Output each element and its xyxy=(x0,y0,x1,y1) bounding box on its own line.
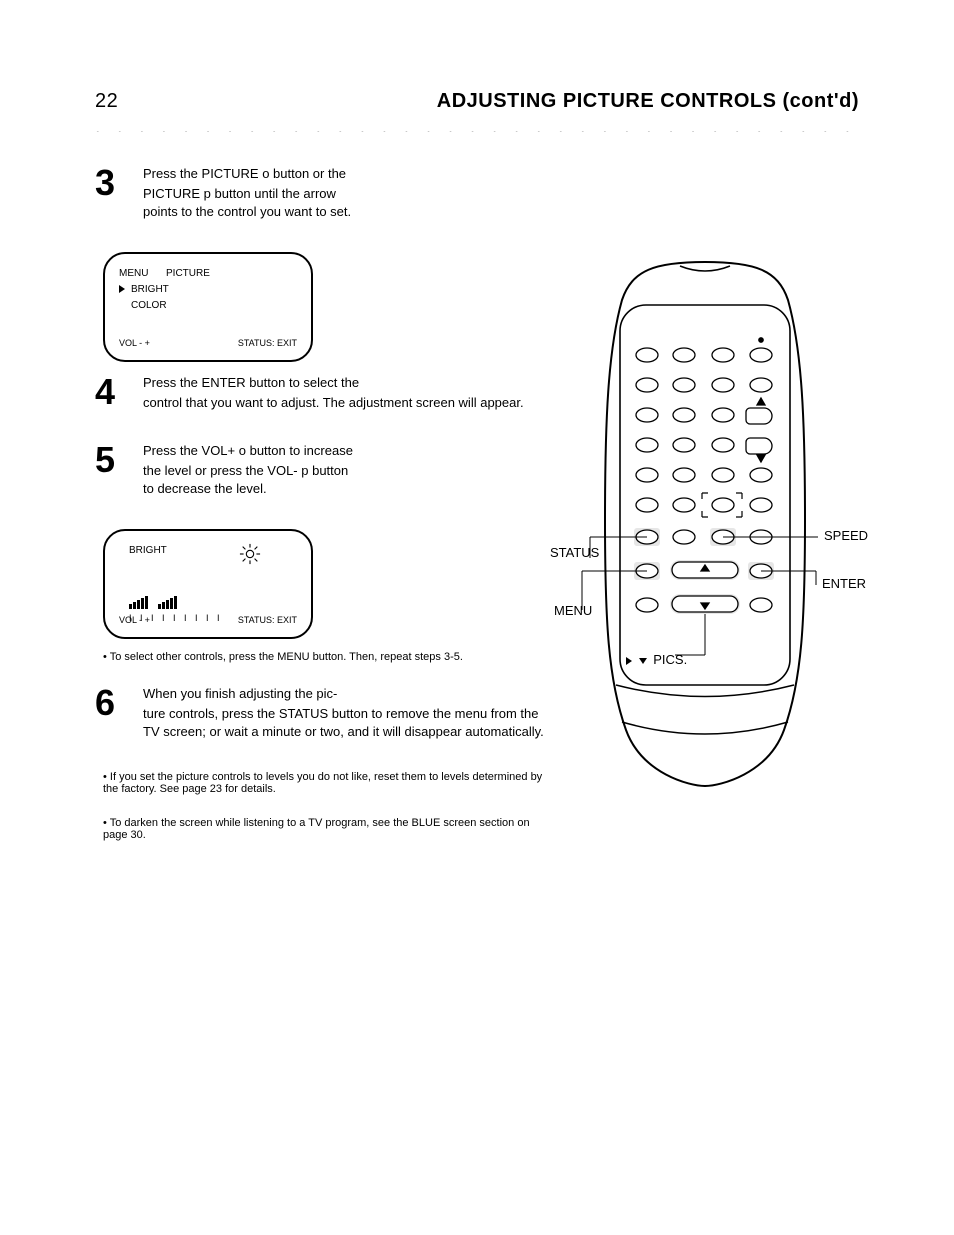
step-4-text-a: Press the ENTER button to select the xyxy=(143,374,545,392)
menu-screen-2: BRIGHT xyxy=(103,529,313,639)
menu1-row3: COLOR xyxy=(119,300,167,311)
step-3: 3 Press the PICTURE o button or the PICT… xyxy=(95,165,545,222)
step-3-rest1: button until the arrow xyxy=(211,186,336,201)
bar xyxy=(129,604,132,609)
step-3-text-c: points to the control you want to set. xyxy=(143,204,351,219)
bar-group-left xyxy=(129,596,148,609)
step-4: 4 Press the ENTER button to select the c… xyxy=(95,374,545,412)
step-5-text-c: to decrease the level. xyxy=(143,481,267,496)
step-3-text-a: Press the PICTURE o button or the xyxy=(143,165,545,183)
step-5-text-b: the level or press the VOL- p button xyxy=(143,463,348,478)
step-6-text-a: When you finish adjusting the pic- xyxy=(143,685,545,703)
bar xyxy=(174,596,177,609)
bar xyxy=(166,600,169,609)
callout-picture-text: PICS. xyxy=(653,652,687,667)
brightness-icon xyxy=(239,543,261,565)
note-1: • To select other controls, press the ME… xyxy=(103,651,545,663)
step-5-number: 5 xyxy=(95,442,139,478)
menu1-row1: MENU PICTURE xyxy=(119,268,210,279)
menu1-color: COLOR xyxy=(131,300,167,311)
step-6: 6 When you finish adjusting the pic- tur… xyxy=(95,685,545,742)
triangle-right-icon xyxy=(626,657,632,665)
step-3-text-b: PICTURE p button until the arrow xyxy=(143,186,336,201)
page-number: 22 xyxy=(95,90,118,113)
menu2-bright: BRIGHT xyxy=(129,545,167,556)
bar xyxy=(162,602,165,609)
note-2b: • To darken the screen while listening t… xyxy=(103,817,545,841)
bar xyxy=(141,598,144,609)
step-4-number: 4 xyxy=(95,374,139,410)
menu1-bright: BRIGHT xyxy=(131,284,169,295)
bar-group-right xyxy=(158,596,177,609)
triangle-down-icon xyxy=(639,658,647,664)
menu1-picture: PICTURE xyxy=(166,268,210,279)
step-4-text-b: control that you want to adjust. The adj… xyxy=(143,395,524,410)
bar xyxy=(158,604,161,609)
page: 22 ADJUSTING PICTURE CONTROLS (cont'd) •… xyxy=(0,0,954,1235)
bar xyxy=(137,600,140,609)
bar xyxy=(145,596,148,609)
callout-status: STATUS xyxy=(550,545,599,560)
divider: • • • • • • • • • • • • • • • • • • • • … xyxy=(95,126,859,132)
step-3-number: 3 xyxy=(95,165,139,201)
menu1-label: MENU xyxy=(119,268,148,279)
triangle-right-icon xyxy=(119,285,125,293)
menu2-sub-right: STATUS: EXIT xyxy=(238,615,297,625)
menu1-sub-left: VOL - + xyxy=(119,338,150,348)
menu1-sub-right: STATUS: EXIT xyxy=(238,338,297,348)
remote-diagram: STATUS MENU SPEED ENTER PICS. xyxy=(560,260,850,820)
page-title: ADJUSTING PICTURE CONTROLS (cont'd) xyxy=(437,90,859,113)
step-5-text-a: Press the VOL+ o button to increase xyxy=(143,442,545,460)
menu2-label-row: BRIGHT xyxy=(129,545,167,556)
callout-picture: PICS. xyxy=(626,652,687,667)
callout-enter: ENTER xyxy=(822,576,866,591)
left-column: 3 Press the PICTURE o button or the PICT… xyxy=(95,165,545,863)
step-6-text-b: ture controls, press the STATUS button t… xyxy=(143,706,544,739)
menu-screen-1: MENU PICTURE BRIGHT COLOR VOL - + STATUS… xyxy=(103,252,313,362)
bar xyxy=(170,598,173,609)
callout-speed: SPEED xyxy=(824,528,868,543)
bar xyxy=(133,602,136,609)
step-6-number: 6 xyxy=(95,685,139,721)
menu1-row2: BRIGHT xyxy=(119,284,169,295)
menu2-bars xyxy=(129,596,177,609)
note-2a: • If you set the picture controls to lev… xyxy=(103,771,545,795)
remote-svg xyxy=(560,260,850,800)
step-5: 5 Press the VOL+ o button to increase th… xyxy=(95,442,545,499)
menu2-sub-left: VOL - + xyxy=(119,615,150,625)
step-3-bold: PICTURE p xyxy=(143,186,211,201)
callout-menu: MENU xyxy=(554,603,592,618)
